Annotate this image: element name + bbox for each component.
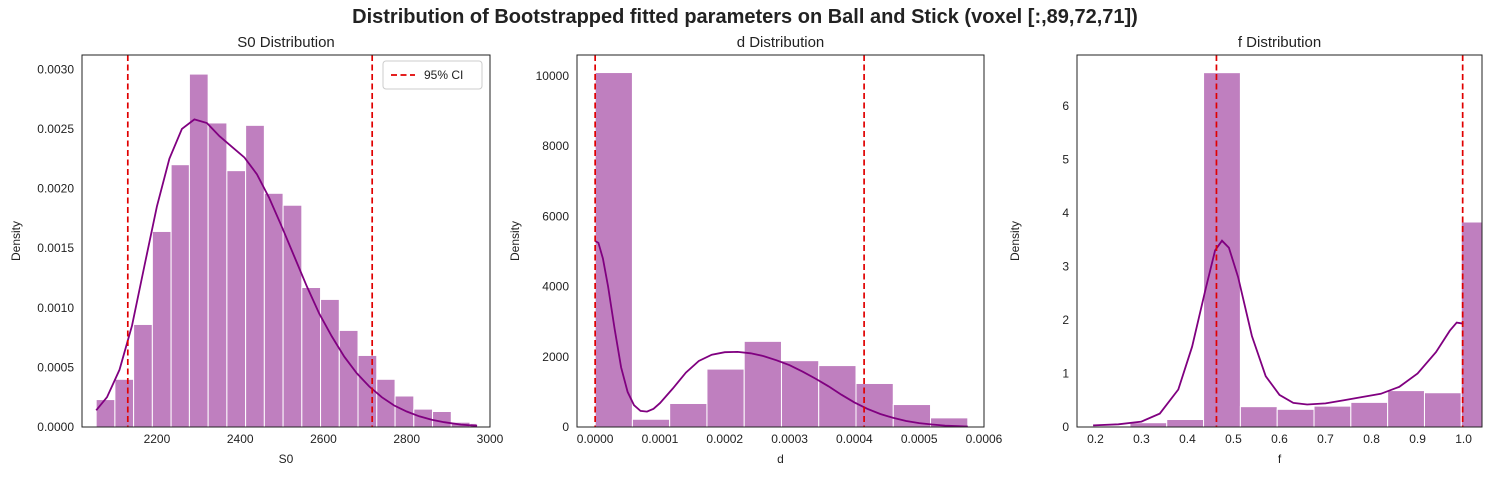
panel-3-title: f Distribution [1238,34,1321,51]
panel-2-y-tick-label: 10000 [536,69,570,83]
panel-1-x-tick-label: 2800 [393,432,420,446]
panel-1-y-tick-label: 0.0005 [37,360,74,374]
panel-3-bar-8 [1350,401,1389,428]
panel-2-kde-line [594,240,968,428]
panel-3-x-tick-label: 1.0 [1455,432,1472,446]
panel-2-bar-4 [706,368,745,428]
panel-1-bar-1 [95,399,116,428]
panel-2-axes-frame [576,54,985,428]
panel-1-bar-2 [114,378,135,428]
panel-2-bar-6 [780,360,820,428]
panel-3-bar-2 [1129,422,1168,428]
panel-3-axes-frame [1076,54,1483,428]
panel-1-x-tick-label: 3000 [477,432,504,446]
panel-3-x-tick-label: 0.9 [1409,432,1426,446]
panel-1-bar-7 [207,122,228,428]
panel-3-y-tick-label: 3 [1062,259,1069,273]
panel-2-bar-7 [818,365,857,428]
panel-1-bar-5 [170,164,190,428]
panel-1-legend-box [382,60,483,90]
panel-3-y-tick-label: 0 [1062,420,1069,434]
panel-3-bar-3 [1166,419,1205,428]
panel-3-y-tick-label: 5 [1062,152,1069,166]
panel-2-x-tick-label: 0.0003 [771,432,808,446]
panel-3-y-axis-label: Density [1008,221,1022,261]
panel-1-bar-19 [432,411,452,428]
panel-2-x-tick-label: 0.0000 [577,432,614,446]
panel-2-bar-8 [855,382,894,428]
panel-3-x-tick-label: 0.4 [1179,432,1196,446]
panel-2-bar-5 [743,340,782,428]
panel-3-bar-11 [1460,221,1483,428]
panel-1-x-axis-label: S0 [279,452,294,466]
panel-2-x-tick-label: 0.0006 [966,432,1003,446]
panel-3-x-tick-label: 0.7 [1317,432,1334,446]
panel-3-x-tick-label: 0.6 [1271,432,1288,446]
panel-1-y-axis-label: Density [9,221,23,261]
panel-1-bar-17 [394,395,415,428]
figure-title: Distribution of Bootstrapped fitted para… [352,6,1138,28]
panel-1-x-tick-label: 2200 [144,432,171,446]
panel-3-bar-7 [1313,405,1352,428]
panel-2-bar-1 [594,72,633,428]
panel-2-y-tick-label: 4000 [542,280,569,294]
panel-2-y-tick-label: 0 [562,420,569,434]
panel-1-legend: 95% CI [382,60,483,90]
panel-1-bar-13 [320,298,340,428]
panel-1-bar-14 [338,329,359,428]
panel-3-bar-4 [1203,72,1241,428]
panel-1-bar-4 [151,230,172,428]
panel-1-bar-8 [226,170,247,428]
panel-2-bars [594,72,969,428]
panel-2-x-tick-label: 0.0001 [642,432,679,446]
panel-1-y-tick-label: 0.0000 [37,420,74,434]
panel-3-bar-6 [1276,408,1315,428]
panel-3-y-tick-label: 6 [1062,99,1069,113]
panel-1-kde-line [95,118,478,427]
panel-2-title: d Distribution [737,34,825,51]
panel-3-x-tick-label: 0.5 [1225,432,1242,446]
panel-1-y-tick-label: 0.0025 [37,122,74,136]
panel-2-y-axis-label: Density [508,221,522,261]
panel-3-x-tick-label: 0.3 [1133,432,1150,446]
panel-3-x-tick-label: 0.2 [1087,432,1104,446]
panel-3-x-tick-label: 0.8 [1363,432,1380,446]
panel-2-y-tick-label: 6000 [542,209,569,223]
panel-3-y-tick-label: 4 [1062,206,1069,220]
panel-1-y-tick-label: 0.0020 [37,182,74,196]
panel-3-y-tick-label: 2 [1062,313,1069,327]
panel-2-x-tick-label: 0.0002 [706,432,743,446]
panel-2-y-tick-label: 2000 [542,350,569,364]
panel-2-x-tick-label: 0.0004 [836,432,873,446]
panel-1-y-tick-label: 0.0030 [37,62,74,76]
panel-1-title: S0 Distribution [237,34,335,51]
panel-3-kde-line [1093,239,1464,427]
panel-3-bars [1092,72,1483,428]
panel-1-bar-6 [188,73,209,428]
panel-2-y-tick-label: 8000 [542,139,569,153]
panel-1-bar-16 [376,378,396,428]
panel-2-x-axis-label: d [777,452,784,466]
panel-1-y-tick-label: 0.0015 [37,241,74,255]
panel-1-legend-label: 95% CI [424,68,463,82]
panel-1-y-tick-label: 0.0010 [37,301,74,315]
panel-2-bar-2 [631,418,671,428]
panel-1-bar-10 [263,192,284,428]
panel-1-x-tick-label: 2400 [227,432,254,446]
panel-3-bar-5 [1239,406,1278,428]
panel-1-x-tick-label: 2600 [310,432,337,446]
panel-1-bar-3 [133,323,153,428]
panel-1-axes-frame [81,54,491,428]
panel-3-bar-10 [1423,392,1462,428]
panel-3-bar-9 [1387,390,1425,428]
panel-2-bar-3 [669,402,708,428]
panel-3-y-tick-label: 1 [1062,366,1069,380]
panel-2-x-tick-label: 0.0005 [901,432,938,446]
panel-3-x-axis-label: f [1278,452,1282,466]
panel-1-bars [95,73,478,428]
